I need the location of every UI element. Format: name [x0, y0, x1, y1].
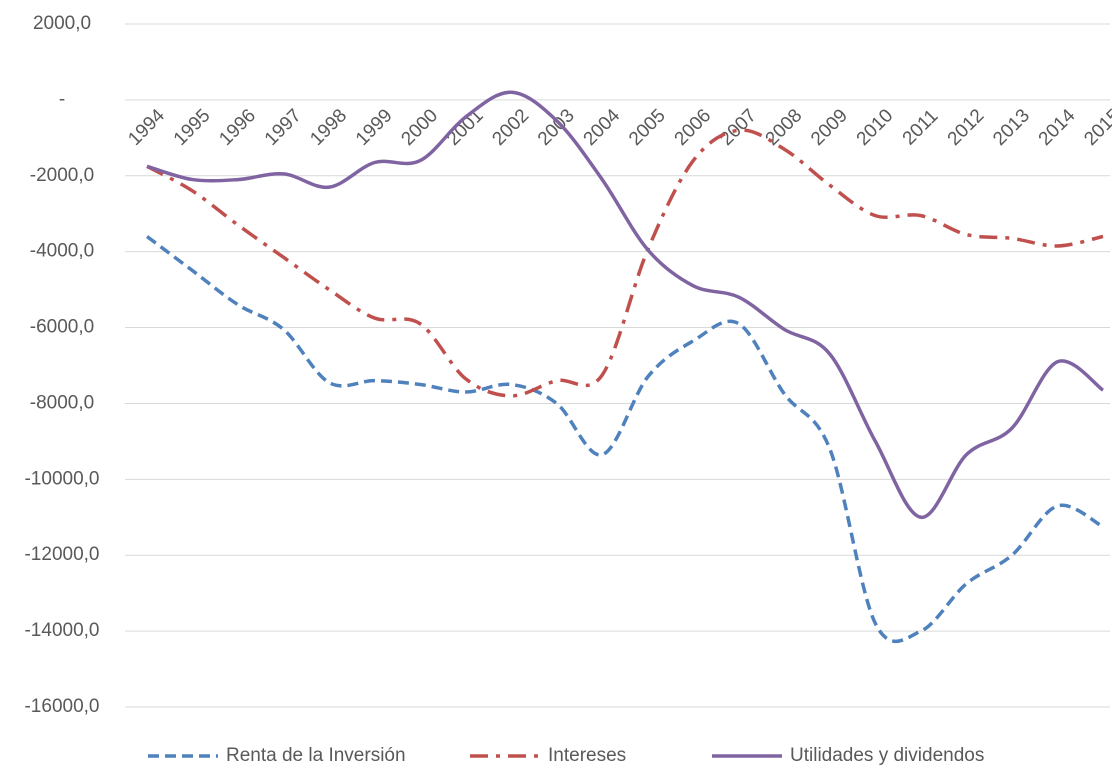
y-tick-label: -16000,0: [24, 696, 99, 717]
y-tick-label: -: [59, 89, 65, 110]
legend-label: Utilidades y dividendos: [790, 745, 984, 766]
legend-item: Intereses: [470, 745, 626, 766]
y-tick-label: -12000,0: [24, 544, 99, 565]
y-tick-label: -6000,0: [30, 317, 94, 338]
series-line: [146, 90, 1105, 520]
legend-label: Intereses: [548, 745, 626, 766]
x-tick-label: 2002: [488, 105, 533, 150]
x-tick-label: 2013: [989, 105, 1034, 150]
y-tick-label: -14000,0: [24, 620, 99, 641]
x-tick-label: 2001: [443, 105, 488, 150]
legend-label: Renta de la Inversión: [226, 745, 406, 766]
x-tick-label: 1998: [306, 105, 351, 150]
x-tick-label: 2014: [1035, 105, 1080, 150]
legend-item: Renta de la Inversión: [148, 745, 406, 766]
x-tick-label: 2006: [671, 105, 716, 150]
x-tick-label: 2000: [397, 105, 442, 150]
y-tick-label: -4000,0: [30, 241, 94, 262]
x-tick-label: 2004: [580, 105, 625, 150]
x-tick-label: 2015: [1080, 105, 1112, 150]
x-tick-label: 1997: [261, 105, 306, 150]
y-tick-label: 2000,0: [33, 13, 91, 34]
x-tick-label: 2008: [762, 105, 807, 150]
x-tick-label: 2012: [944, 105, 989, 150]
x-tick-label: 2007: [716, 105, 761, 150]
x-tick-label: 2009: [807, 105, 852, 150]
x-tick-label: 1996: [215, 105, 260, 150]
x-tick-label: 1994: [124, 105, 169, 150]
series-line: [145, 235, 1104, 644]
y-tick-label: -10000,0: [24, 468, 99, 489]
x-tick-label: 1995: [170, 105, 215, 150]
x-tick-label: 2005: [625, 105, 670, 150]
y-tick-label: -2000,0: [30, 165, 94, 186]
y-tick-label: -8000,0: [30, 392, 94, 413]
x-tick-label: 2010: [853, 105, 898, 150]
x-tick-label: 2003: [534, 105, 579, 150]
x-tick-label: 1999: [352, 105, 397, 150]
x-tick-label: 2011: [899, 106, 943, 150]
legend-item: Utilidades y dividendos: [712, 745, 984, 766]
series-line: [146, 128, 1104, 398]
